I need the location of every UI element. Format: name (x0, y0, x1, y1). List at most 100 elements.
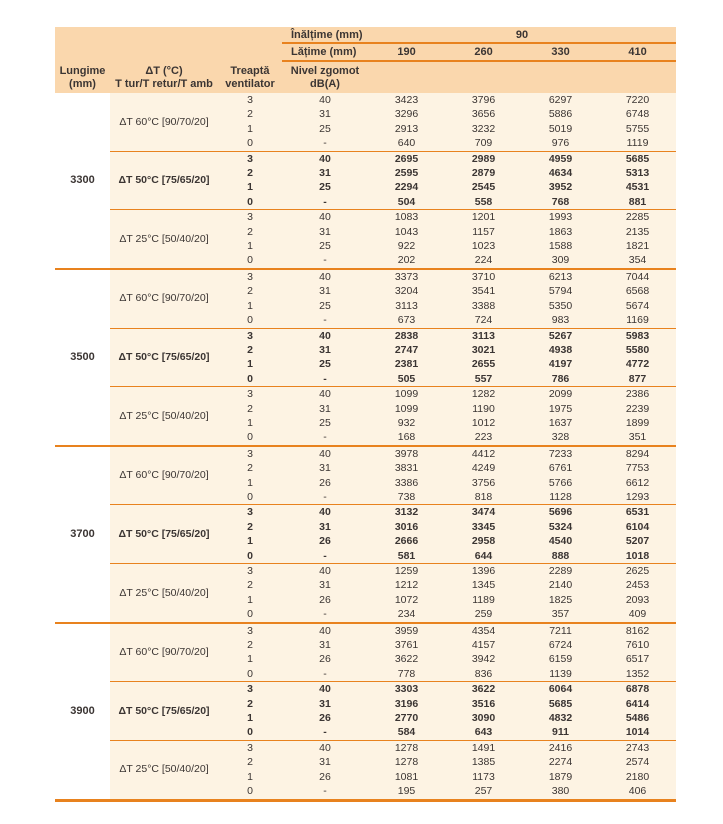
delta-t-cell: ΔT 50°C [75/65/20] (110, 327, 218, 387)
power-value-cell: 3959 (368, 621, 446, 639)
noise-level-cell: 40 (282, 209, 368, 225)
power-value-cell: 786 (522, 371, 600, 387)
power-value-cell: 223 (445, 430, 523, 446)
power-value-cell: 2093 (599, 592, 677, 608)
table-row: 3700 ΔT 60°C [90/70/20] 3 40 3978 4412 7233 829… (55, 444, 677, 623)
power-value-cell: 505 (368, 371, 446, 387)
power-value-cell: 3761 (368, 638, 446, 653)
power-value-cell: 357 (522, 607, 600, 623)
table-row: 1 25 2294 2545 3952 4531 (55, 180, 677, 195)
power-value-cell: 2453 (599, 578, 677, 593)
noise-level-cell: 40 (282, 563, 368, 579)
noise-level-cell: 40 (282, 93, 368, 108)
power-value-cell: 3756 (445, 475, 523, 490)
table-row: ΔT 50°C [75/65/20] 3 40 3303 3622 6064 6878 (55, 681, 677, 741)
fan-step-cell: 0 (218, 430, 282, 446)
power-value-cell: 2913 (368, 121, 446, 137)
noise-level-cell: 25 (282, 239, 368, 254)
fan-step-cell: 3 (218, 327, 282, 343)
noise-level-cell: 26 (282, 769, 368, 785)
power-value-cell: 1043 (368, 224, 446, 240)
fan-step-cell: 0 (218, 548, 282, 564)
table-row: 0-673 724 983 1169 (55, 313, 677, 328)
power-value-cell: 4938 (522, 342, 600, 358)
power-value-cell: 1293 (599, 489, 677, 505)
power-value-cell: 644 (445, 548, 523, 564)
power-value-cell: 2695 (368, 150, 446, 167)
fan-step-cell: 1 (218, 652, 282, 667)
power-value-cell: 354 (599, 253, 677, 269)
table-row: 0-581 644 888 1018 (55, 548, 677, 564)
noise-level-cell: 40 (282, 150, 368, 167)
table-row: 0-778 836 1139 1352 (55, 666, 677, 682)
fan-step-cell: 2 (218, 578, 282, 593)
power-value-cell: 2574 (599, 755, 677, 770)
noise-level-cell: 40 (282, 621, 368, 639)
table-row: 2 31 3016 3345 5324 6104 (55, 519, 677, 535)
power-value-cell: 1278 (368, 739, 446, 756)
power-value-cell: 5313 (599, 166, 677, 181)
table-row: ΔT 25°C [50/40/20] 3 40 1278 1491 2416 2743 (55, 739, 677, 800)
power-value-cell: 1023 (445, 239, 523, 254)
power-value-cell: 2294 (368, 180, 446, 195)
noise-level-cell: - (282, 194, 368, 210)
power-value-cell: 4157 (445, 638, 523, 653)
power-value-cell: 3113 (368, 298, 446, 314)
power-value-cell: 643 (445, 725, 523, 741)
power-value-cell: 836 (445, 666, 523, 682)
noise-level-cell: - (282, 136, 368, 152)
power-value-cell: 224 (445, 253, 523, 269)
power-value-cell: 3622 (368, 652, 446, 667)
power-value-cell: 3132 (368, 504, 446, 520)
power-value-cell: 234 (368, 607, 446, 623)
power-value-cell: 6064 (522, 681, 600, 697)
fan-step-cell: 1 (218, 475, 282, 490)
power-value-cell: 1119 (599, 136, 677, 152)
power-value-cell: 6297 (522, 93, 600, 108)
table-row: ΔT 50°C [75/65/20] 3 40 2695 2989 4959 5685 (55, 150, 677, 210)
power-value-cell: 1099 (368, 386, 446, 402)
height-label: Înălțime (mm) (282, 27, 446, 44)
table-row: 0-168 223 328 351 (55, 430, 677, 446)
power-value-cell: 2285 (599, 209, 677, 225)
fan-step-cell: 2 (218, 696, 282, 712)
power-value-cell: 1173 (445, 769, 523, 785)
power-value-cell: 6159 (522, 652, 600, 667)
power-value-cell: 1190 (445, 401, 523, 416)
power-value-cell: 168 (368, 430, 446, 446)
power-value-cell: 5983 (599, 327, 677, 343)
header-blank-cell (599, 61, 677, 93)
width-value-410: 410 (599, 43, 677, 62)
power-value-cell: 3388 (445, 298, 523, 314)
width-header-row: Lățime (mm) 190 260 330 410 (55, 43, 677, 62)
fan-step-cell: 1 (218, 239, 282, 254)
power-value-cell: 5674 (599, 298, 677, 314)
power-value-cell: 6612 (599, 475, 677, 490)
fan-step-cell: 0 (218, 725, 282, 741)
noise-level-cell: 31 (282, 224, 368, 240)
power-value-cell: 2879 (445, 166, 523, 181)
power-value-cell: 6568 (599, 284, 677, 299)
fan-step-cell: 3 (218, 444, 282, 462)
noise-level-cell: - (282, 784, 368, 800)
noise-level-cell: 40 (282, 386, 368, 402)
noise-level-cell: - (282, 548, 368, 564)
power-value-cell: 6213 (522, 267, 600, 285)
table-row: ΔT 25°C [50/40/20] 3 40 1259 1396 2289 2625 (55, 562, 677, 623)
table-row: 2 31 1212 1345 2140 2453 (55, 578, 677, 593)
power-value-cell: 932 (368, 415, 446, 431)
table-row: ΔT 25°C [50/40/20] 3 40 1083 1201 1993 2285 (55, 209, 677, 269)
table-row: 2 31 3831 4249 6761 7753 (55, 461, 677, 476)
delta-t-cell: ΔT 25°C [50/40/20] (110, 209, 218, 269)
noise-level-cell: 25 (282, 357, 368, 372)
power-value-cell: 640 (368, 136, 446, 152)
power-value-cell: 195 (368, 784, 446, 800)
width-label: Lățime (mm) (282, 43, 368, 62)
power-value-cell: 1879 (522, 769, 600, 785)
power-value-cell: 2747 (368, 342, 446, 358)
power-value-cell: 922 (368, 239, 446, 254)
power-value-cell: 3656 (445, 107, 523, 122)
power-value-cell: 3345 (445, 519, 523, 535)
table-row: 1 25 3113 3388 5350 5674 (55, 298, 677, 314)
col-header-line: Lungime (59, 65, 106, 77)
